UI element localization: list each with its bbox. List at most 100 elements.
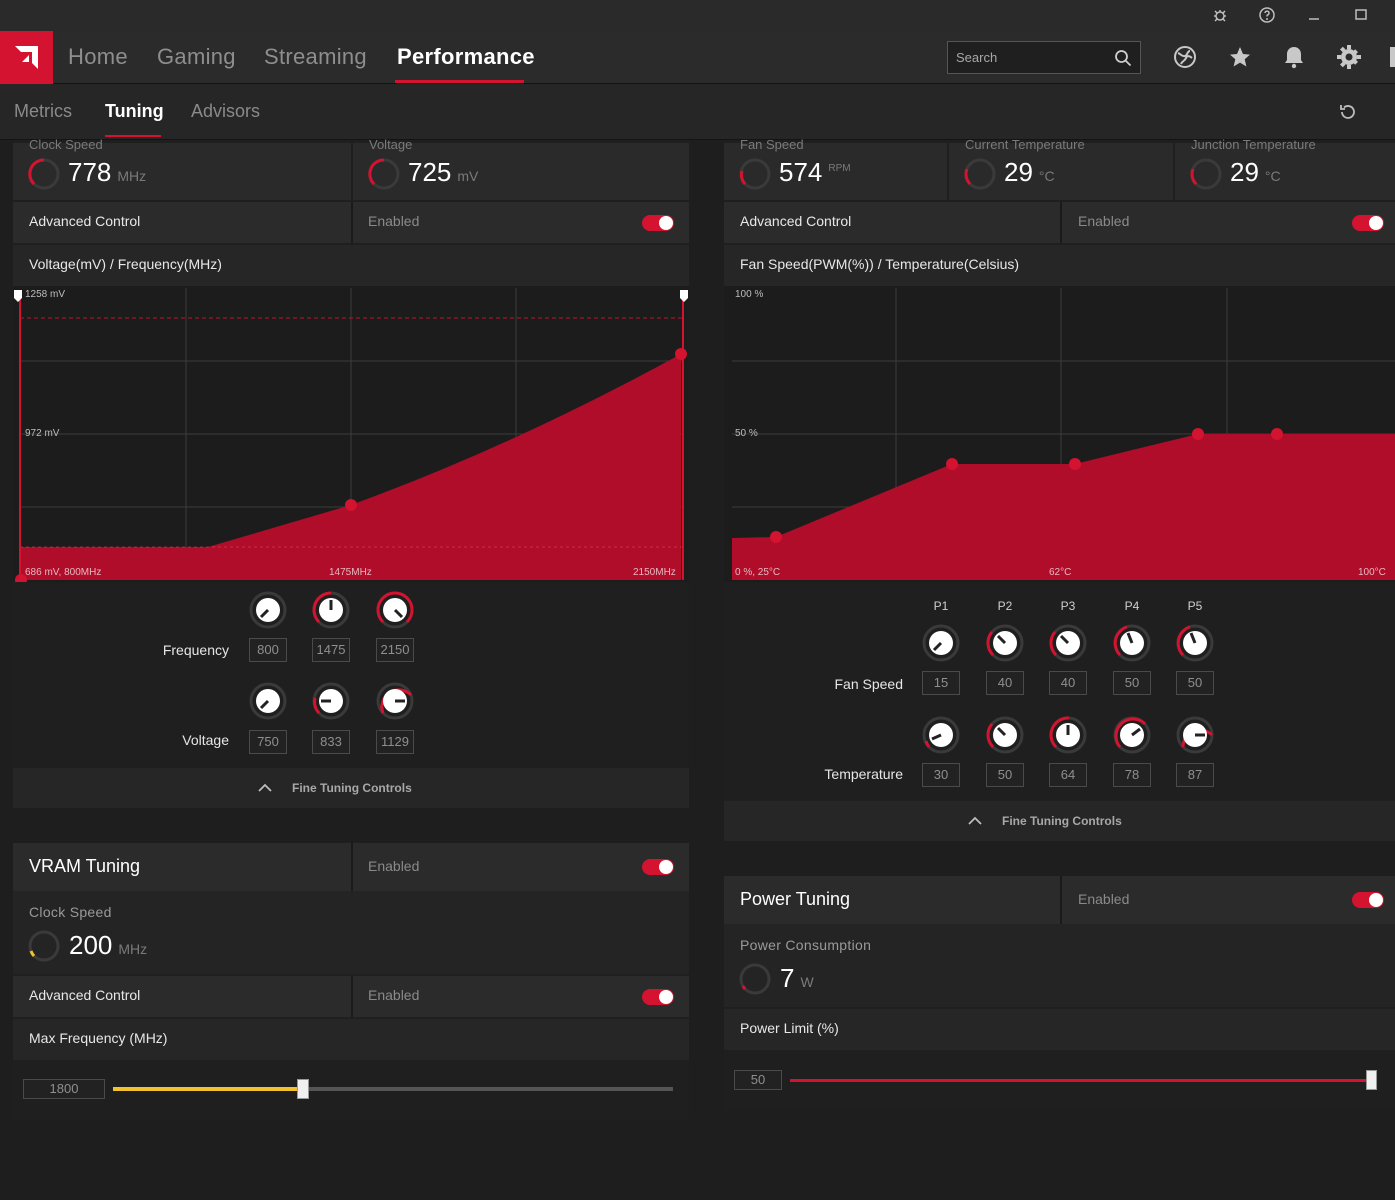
x-axis-end-label: 2150MHz <box>633 567 676 578</box>
divider <box>351 202 353 243</box>
voltage-knob-3[interactable] <box>376 682 414 720</box>
max-frequency-value[interactable]: 1800 <box>23 1079 105 1099</box>
temperature-value-p1[interactable]: 30 <box>922 763 960 787</box>
max-frequency-slider-track[interactable] <box>113 1079 673 1099</box>
frequency-knob-2[interactable] <box>312 591 350 629</box>
gpu-advanced-control-toggle[interactable] <box>642 215 674 231</box>
settings-gear-icon[interactable] <box>1336 44 1362 70</box>
tab-advisors[interactable]: Advisors <box>191 101 261 121</box>
fan-temperature-chart[interactable]: 100 % 50 % 0 %, 25°C 62°C 100°C <box>724 286 1395 582</box>
tab-tuning[interactable]: Tuning <box>105 101 164 121</box>
temperature-knob-p4[interactable] <box>1113 716 1151 754</box>
voltage-gauge-icon <box>368 158 400 190</box>
fan-speed-value: 574 RPM <box>779 157 851 187</box>
fan-advanced-control-toggle[interactable] <box>1352 215 1384 231</box>
x-axis-origin-label: 686 mV, 800MHz <box>25 567 102 578</box>
vram-toggle[interactable] <box>642 859 674 875</box>
power-toggle[interactable] <box>1352 892 1384 908</box>
temperature-knob-p2[interactable] <box>986 716 1024 754</box>
frequency-value-2[interactable]: 1475 <box>312 638 350 662</box>
current-temperature-label: Current Temperature <box>965 137 1085 152</box>
temperature-knob-p3[interactable] <box>1049 716 1087 754</box>
nav-tab-performance[interactable]: Performance <box>397 44 535 69</box>
reset-icon[interactable] <box>1338 102 1358 127</box>
gpu-fine-tuning-row[interactable]: Fine Tuning Controls <box>13 768 689 808</box>
voltage-value: 725 mV <box>408 157 479 187</box>
y-axis-top-label: 1258 mV <box>25 289 66 300</box>
nav-tab-home[interactable]: Home <box>68 44 128 69</box>
vram-clock-value: 200 MHz <box>69 930 148 960</box>
notifications-bell-icon[interactable] <box>1281 44 1307 70</box>
fan-speed-value-p4[interactable]: 50 <box>1113 671 1151 695</box>
max-frequency-label: Max Frequency (MHz) <box>29 1030 168 1046</box>
maximize-icon[interactable] <box>1351 6 1371 26</box>
temperature-value-p5[interactable]: 87 <box>1176 763 1214 787</box>
fan-tuning-panel: Fan Speed 574 RPM Current Temperature 29 °… <box>724 137 1395 841</box>
voltage-knob-1[interactable] <box>249 682 287 720</box>
gpu-tuning-panel: Clock Speed 778 MHz Voltage 725 mV Advance… <box>13 137 689 808</box>
point-header-p4: P4 <box>1124 599 1140 613</box>
temperature-value-p2[interactable]: 50 <box>986 763 1024 787</box>
frequency-value-3[interactable]: 2150 <box>376 638 414 662</box>
help-icon[interactable] <box>1257 6 1277 26</box>
fan-x-axis-origin-label: 0 %, 25°C <box>735 567 781 578</box>
gpu-fine-tuning-label: Fine Tuning Controls <box>292 781 412 795</box>
frequency-knob-1[interactable] <box>249 591 287 629</box>
power-header-row: Power Tuning Enabled <box>724 876 1395 924</box>
temperature-knob-p1[interactable] <box>922 716 960 754</box>
search-input[interactable] <box>956 42 1106 73</box>
voltage-value-2[interactable]: 833 <box>312 730 350 754</box>
fan-speed-value-p2[interactable]: 40 <box>986 671 1024 695</box>
fan-knobs-area: P1 P2 P3 P4 P5 Fan Speed Temperature 15 … <box>724 582 1395 800</box>
voltage-label: Voltage <box>369 137 413 152</box>
frequency-knob-3[interactable] <box>376 591 414 629</box>
temperature-value-p4[interactable]: 78 <box>1113 763 1151 787</box>
globe-icon[interactable] <box>1172 44 1198 70</box>
fan-speed-knob-p3[interactable] <box>1049 624 1087 662</box>
fan-speed-value-p1[interactable]: 15 <box>922 671 960 695</box>
power-consumption-label: Power Consumption <box>740 937 872 953</box>
divider <box>1060 876 1062 924</box>
power-limit-slider-handle[interactable] <box>1366 1070 1377 1090</box>
point-header-p5: P5 <box>1187 599 1203 613</box>
voltage-value-1[interactable]: 750 <box>249 730 287 754</box>
tab-metrics[interactable]: Metrics <box>14 101 72 121</box>
vram-advanced-control-state: Enabled <box>368 987 420 1003</box>
point-header-p1: P1 <box>933 599 949 613</box>
minimize-icon[interactable] <box>1304 6 1324 26</box>
fan-speed-knob-p5[interactable] <box>1176 624 1214 662</box>
fan-speed-knob-p1[interactable] <box>922 624 960 662</box>
voltage-frequency-chart[interactable]: 1258 mV 972 mV 686 mV, 800MHz 1475MHz 21… <box>13 286 689 586</box>
fan-speed-value-p3[interactable]: 40 <box>1049 671 1087 695</box>
power-title: Power Tuning <box>740 889 851 909</box>
voltage-value-3[interactable]: 1129 <box>376 730 414 754</box>
max-frequency-slider-handle[interactable] <box>297 1079 310 1099</box>
bug-report-icon[interactable] <box>1210 6 1230 26</box>
y-axis-mid-label: 972 mV <box>25 428 60 439</box>
junction-temperature-gauge-icon <box>1190 158 1222 190</box>
star-icon[interactable] <box>1227 44 1253 70</box>
nav-tab-streaming[interactable]: Streaming <box>264 44 367 69</box>
amd-logo[interactable] <box>0 31 53 84</box>
temperature-value-p3[interactable]: 64 <box>1049 763 1087 787</box>
active-subtab-indicator <box>105 135 161 137</box>
power-limit-slider-track[interactable] <box>790 1070 1377 1090</box>
vram-advanced-control-toggle[interactable] <box>642 989 674 1005</box>
power-limit-value[interactable]: 50 <box>734 1070 782 1090</box>
fan-speed-row-label: Fan Speed <box>834 676 904 692</box>
fan-speed-metric: Fan Speed 574 RPM <box>724 137 947 200</box>
fan-speed-knob-p2[interactable] <box>986 624 1024 662</box>
fan-speed-knob-p4[interactable] <box>1113 624 1151 662</box>
temperature-knob-p5[interactable] <box>1176 716 1214 754</box>
fan-fine-tuning-label: Fine Tuning Controls <box>1002 814 1122 828</box>
frequency-value-1[interactable]: 800 <box>249 638 287 662</box>
temperature-row-label: Temperature <box>824 766 903 782</box>
nav-tab-gaming[interactable]: Gaming <box>157 44 236 69</box>
sidebar-toggle-icon[interactable] <box>1390 47 1395 67</box>
fan-speed-value-p5[interactable]: 50 <box>1176 671 1214 695</box>
fan-fine-tuning-row[interactable]: Fine Tuning Controls <box>724 801 1395 841</box>
power-limit-label: Power Limit (%) <box>740 1020 839 1036</box>
voltage-knob-2[interactable] <box>312 682 350 720</box>
current-temperature-value: 29 °C <box>1004 157 1055 187</box>
search-icon[interactable] <box>1114 49 1132 67</box>
